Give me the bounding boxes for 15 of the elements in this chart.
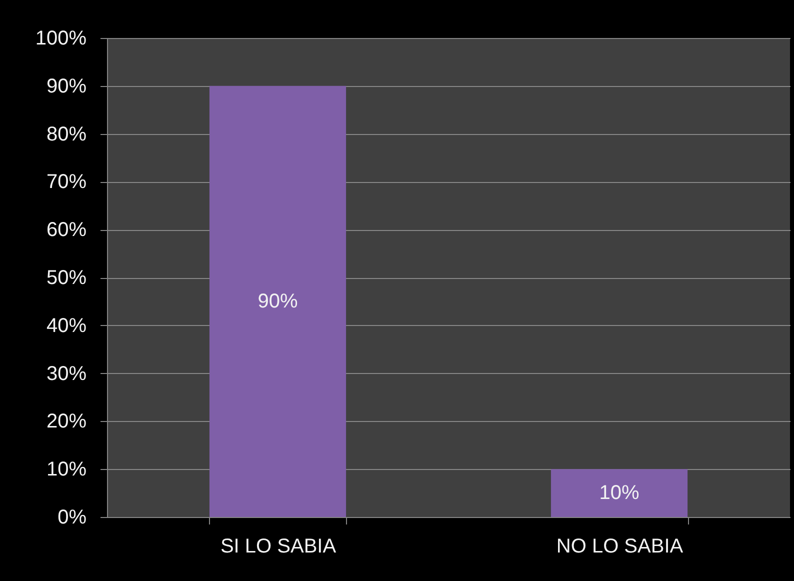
y-tick-label: 100% bbox=[35, 28, 87, 50]
data-label: 90% bbox=[258, 290, 298, 312]
y-tick-label: 60% bbox=[46, 219, 87, 242]
y-tick-label: 20% bbox=[46, 410, 87, 433]
y-tick-label: 10% bbox=[46, 458, 87, 481]
y-tick-label: 30% bbox=[46, 362, 87, 385]
data-label: 10% bbox=[599, 482, 640, 504]
y-tick-label: 70% bbox=[46, 171, 87, 194]
y-tick-label: 40% bbox=[46, 314, 87, 337]
y-tick-label: 90% bbox=[46, 75, 87, 98]
x-tick-label: NO LO SABIA bbox=[556, 536, 684, 558]
y-tick-label: 50% bbox=[46, 267, 87, 289]
y-tick-label: 80% bbox=[46, 123, 87, 146]
y-tick-label: 0% bbox=[58, 506, 87, 528]
x-tick-label: SI LO SABIA bbox=[220, 536, 337, 558]
